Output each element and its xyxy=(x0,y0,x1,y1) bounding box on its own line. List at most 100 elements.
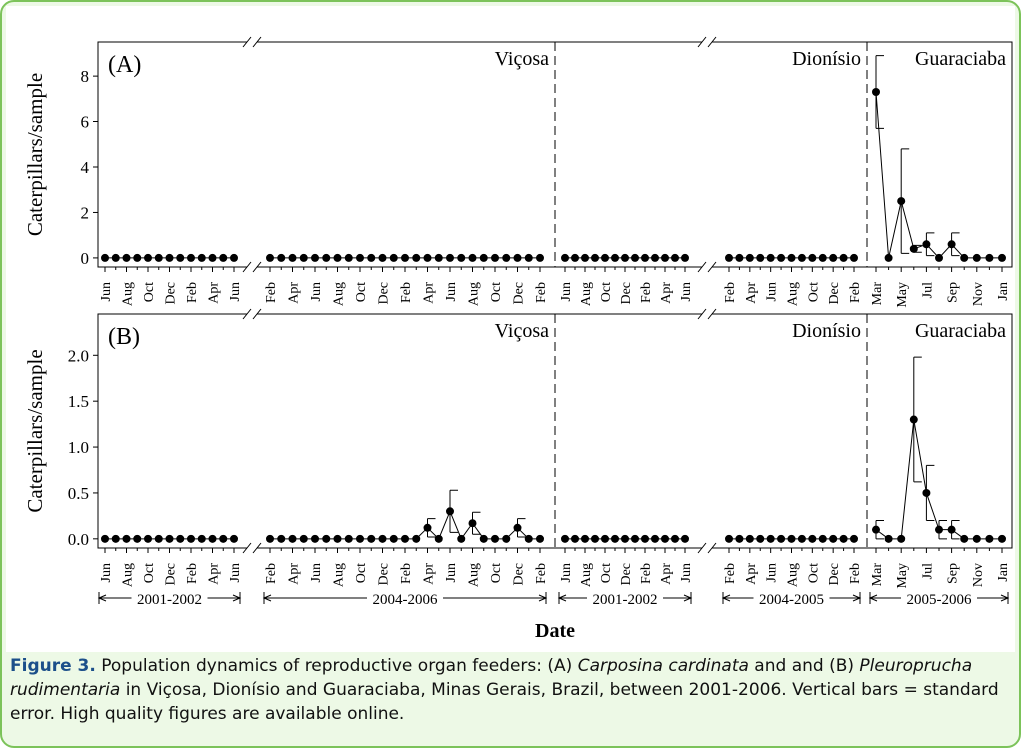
x-tick-label: Dec xyxy=(512,282,527,305)
data-point xyxy=(230,253,238,262)
data-point xyxy=(311,253,319,262)
x-tick-label: Jun xyxy=(444,563,459,582)
x-tick-label: Feb xyxy=(185,563,200,584)
axis-break xyxy=(242,308,262,320)
data-point xyxy=(197,534,206,543)
x-tick-label: Jun xyxy=(309,282,324,301)
y-tick-label: 6 xyxy=(81,113,90,132)
period-label-bg xyxy=(131,588,208,608)
data-point xyxy=(850,534,858,543)
x-tick-label: Dec xyxy=(164,282,179,305)
data-point xyxy=(581,534,589,543)
species-name: Pleuroprucha rudimentaria xyxy=(10,656,973,700)
data-point xyxy=(641,253,649,262)
data-point xyxy=(457,534,466,543)
x-tick-label: Sep xyxy=(946,282,961,303)
x-tick-label: Oct xyxy=(489,563,504,583)
data-point xyxy=(601,253,609,262)
x-tick-label: Dec xyxy=(827,563,842,586)
data-point xyxy=(208,253,217,262)
caption-text: and and (B) xyxy=(748,656,860,676)
data-point xyxy=(985,253,994,262)
data-point xyxy=(502,253,511,262)
data-point xyxy=(872,525,880,534)
data-point xyxy=(671,534,679,543)
data-point xyxy=(536,253,544,262)
data-point xyxy=(122,253,131,262)
data-point xyxy=(266,253,274,262)
data-point xyxy=(277,534,286,543)
data-point xyxy=(434,253,443,262)
x-tick-label: Aug xyxy=(332,563,347,587)
data-point xyxy=(434,534,443,543)
data-point xyxy=(641,534,649,543)
x-tick-label: Aug xyxy=(121,282,136,306)
data-point xyxy=(322,253,331,262)
x-tick-label: Jun xyxy=(559,563,574,582)
data-point xyxy=(344,253,353,262)
data-point xyxy=(735,253,744,262)
x-tick-label: Feb xyxy=(264,282,279,303)
data-point xyxy=(288,534,297,543)
data-point xyxy=(631,534,639,543)
axis-break-gap xyxy=(247,40,257,44)
x-tick-label: Feb xyxy=(848,563,863,584)
x-tick-label: Nov xyxy=(971,563,986,587)
data-point xyxy=(513,523,522,532)
data-point xyxy=(561,253,569,262)
data-point xyxy=(101,534,109,543)
axis-break-gap xyxy=(702,546,712,550)
data-point xyxy=(423,253,432,262)
data-point xyxy=(288,253,297,262)
data-point xyxy=(591,534,599,543)
data-point xyxy=(536,534,544,543)
data-point xyxy=(651,534,659,543)
x-tick-label: Aug xyxy=(579,282,594,306)
data-point xyxy=(631,253,639,262)
data-point xyxy=(479,534,488,543)
data-point xyxy=(909,415,918,424)
site-label: Guaraciaba xyxy=(915,320,1006,342)
axis-break-gap xyxy=(702,40,712,44)
data-point xyxy=(356,534,364,543)
data-point xyxy=(756,253,765,262)
period-label-bg xyxy=(753,588,830,608)
x-tick-label: Sep xyxy=(946,563,961,584)
x-tick-label: Jun xyxy=(679,563,694,582)
x-axis-label: Date xyxy=(535,620,575,642)
data-point xyxy=(922,488,931,497)
data-point xyxy=(766,534,775,543)
x-tick-label: Dec xyxy=(619,563,634,586)
data-point xyxy=(219,534,228,543)
data-point xyxy=(491,253,499,262)
data-point xyxy=(972,253,981,262)
x-tick-label: Feb xyxy=(185,282,200,303)
data-point xyxy=(571,253,579,262)
data-point xyxy=(897,534,906,543)
site-label: Viçosa xyxy=(495,320,549,342)
data-point xyxy=(367,253,376,262)
x-tick-label: Jun xyxy=(765,563,780,582)
x-tick-label: Apr xyxy=(422,282,437,304)
x-tick-label: Feb xyxy=(534,282,549,303)
data-point xyxy=(367,534,376,543)
y-tick-label: 1.5 xyxy=(68,392,89,411)
data-point xyxy=(401,253,409,262)
x-tick-label: Aug xyxy=(579,563,594,587)
x-tick-label: Feb xyxy=(723,282,738,303)
x-tick-label: Mar xyxy=(870,282,885,306)
x-tick-label: Jan xyxy=(996,563,1011,582)
data-point xyxy=(378,534,387,543)
x-tick-label: Apr xyxy=(659,563,674,585)
data-point xyxy=(165,253,174,262)
data-point xyxy=(154,253,163,262)
axis-break-gap xyxy=(702,312,712,316)
x-tick-label: Apr xyxy=(287,563,302,585)
data-point xyxy=(777,534,786,543)
data-point xyxy=(446,507,454,516)
data-point xyxy=(412,253,421,262)
data-point xyxy=(111,253,120,262)
data-point xyxy=(219,253,228,262)
x-tick-label: Jan xyxy=(996,282,1011,301)
period-label-bg xyxy=(901,588,977,608)
